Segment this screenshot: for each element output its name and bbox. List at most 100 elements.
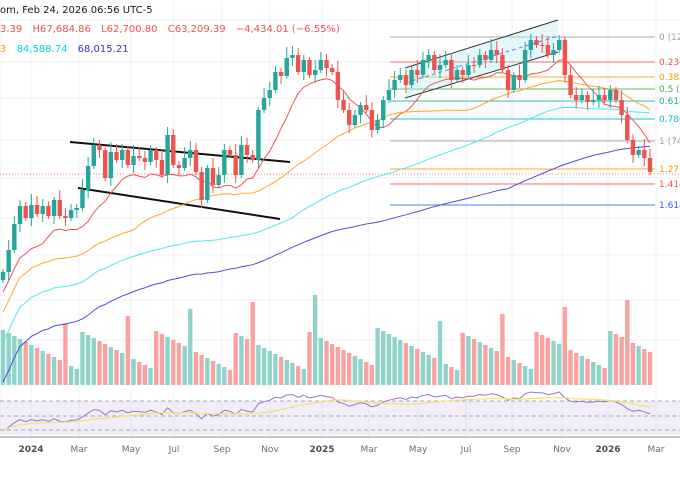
volume-bar — [108, 347, 114, 385]
volume-bar — [420, 352, 426, 385]
volume-bar — [312, 295, 318, 385]
candle-body — [182, 158, 187, 168]
candle-body — [12, 224, 17, 250]
volume-bar — [364, 362, 369, 385]
volume-bar — [261, 348, 267, 385]
volume-bar — [347, 353, 352, 385]
candle-body — [278, 72, 284, 76]
x-axis-label: Nov — [261, 445, 279, 455]
volume-bar — [188, 309, 193, 385]
candle-body — [46, 206, 51, 216]
candle-body — [579, 95, 585, 100]
volume-bar — [341, 350, 346, 385]
chart-title: om, Feb 24, 2026 06:56 UTC-5 — [0, 5, 153, 16]
volume-bar — [227, 370, 233, 385]
volume-bar — [528, 369, 534, 385]
candle-body — [335, 72, 341, 100]
candle-body — [494, 50, 499, 55]
volume-bar — [199, 355, 204, 385]
volume-bar — [352, 356, 358, 385]
candle-body — [148, 150, 153, 162]
volume-bar — [171, 340, 176, 385]
volume-bar — [426, 355, 431, 385]
ma100-value: 84,588.74 — [16, 44, 68, 55]
candle-body — [630, 140, 636, 155]
volume-bar — [295, 366, 301, 385]
candle-body — [381, 100, 386, 120]
candle-body — [437, 65, 443, 70]
candle-body — [625, 115, 630, 140]
low-value: L62,700.80 — [101, 24, 158, 35]
fib-label: 0 (126 — [659, 33, 680, 43]
candle-body — [466, 65, 471, 75]
candle-body — [216, 175, 221, 185]
volume-bar — [17, 339, 23, 385]
candle-body — [301, 60, 306, 72]
candle-body — [403, 75, 409, 85]
volume-bar — [114, 350, 119, 385]
candle-body — [80, 190, 85, 208]
volume-bar — [545, 338, 551, 385]
x-axis-label: 2024 — [18, 445, 43, 455]
candle-body — [171, 135, 176, 165]
candle-body — [312, 70, 318, 75]
candle-body — [556, 40, 562, 50]
candle-body — [460, 70, 465, 75]
candle-body — [165, 135, 170, 175]
volume-bar — [239, 336, 244, 385]
volume-bar — [596, 365, 602, 385]
volume-bar — [449, 367, 454, 385]
volume-bar — [608, 331, 613, 385]
candle-body — [17, 206, 23, 224]
volume-bar — [329, 344, 335, 385]
volume-bar — [102, 344, 108, 385]
volume-bar — [165, 337, 170, 385]
candle-body — [108, 152, 114, 178]
volume-bar — [210, 361, 216, 385]
candle-body — [613, 90, 619, 100]
channel-lower-line — [77, 187, 281, 220]
volume-bar — [244, 339, 250, 385]
volume-bar — [273, 354, 278, 385]
candle-body — [57, 200, 62, 216]
candle-body — [125, 150, 131, 165]
volume-bar — [154, 331, 159, 385]
volume-bar — [6, 333, 11, 385]
volume-bar — [642, 349, 647, 385]
candle-body — [358, 105, 363, 115]
volume-bar — [477, 342, 482, 385]
candle-body — [347, 110, 352, 125]
candle-body — [642, 150, 647, 158]
candle-body — [318, 60, 324, 70]
candle-body — [505, 70, 511, 90]
candle-body — [409, 70, 414, 85]
volume-bar — [619, 337, 624, 385]
candle-body — [23, 206, 28, 218]
candle-body — [341, 100, 346, 110]
candle-body — [426, 55, 431, 60]
volume-bar — [119, 353, 125, 385]
candle-body — [420, 60, 426, 75]
volume-bar — [182, 346, 187, 385]
volume-bar — [250, 302, 255, 385]
volume-bar — [454, 370, 460, 385]
candle-body — [539, 45, 545, 46]
x-axis-label: 2025 — [309, 445, 334, 455]
candle-body — [193, 150, 199, 172]
candle-body — [608, 90, 613, 100]
volume-bar — [647, 352, 653, 385]
volume-bar — [591, 362, 596, 385]
ma50-value: 3 — [0, 44, 7, 55]
x-axis-label: Mar — [648, 445, 665, 455]
candle-body — [415, 70, 420, 75]
candle-body — [154, 150, 159, 160]
candle-body — [233, 155, 238, 175]
volume-bar — [63, 323, 68, 385]
volume-bar — [97, 341, 102, 385]
volume-bar — [369, 365, 375, 385]
candle-body — [488, 50, 494, 60]
volume-bar — [125, 316, 131, 385]
volume-bar — [222, 367, 227, 385]
volume-bar — [131, 359, 136, 385]
